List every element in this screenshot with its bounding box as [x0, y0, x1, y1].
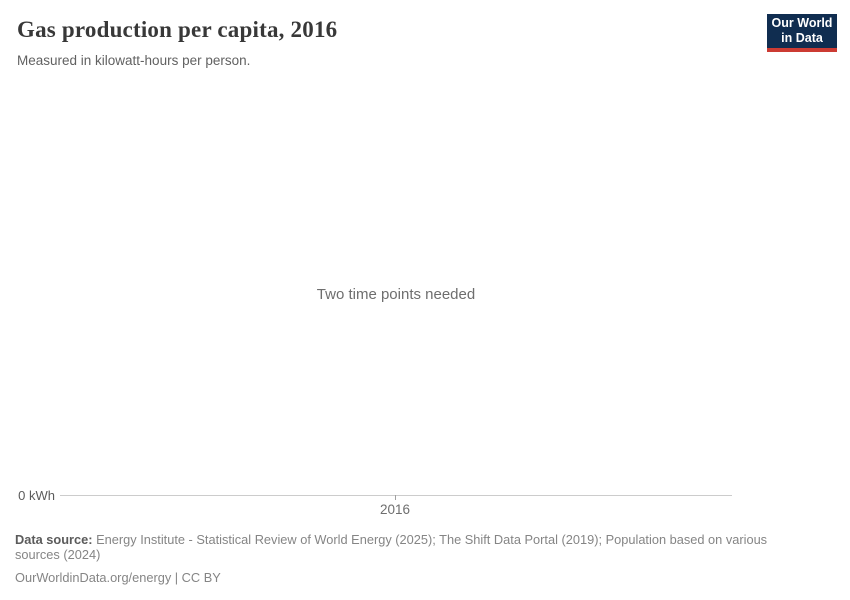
chart-title: Gas production per capita, 2016: [17, 17, 338, 42]
empty-state-message: Two time points needed: [316, 286, 476, 303]
owid-logo-line2: in Data: [781, 31, 823, 45]
x-axis-tickmark: [395, 495, 396, 500]
y-axis-tick-label: 0 kWh: [18, 488, 55, 503]
owid-url-license-link[interactable]: OurWorldinData.org/energy | CC BY: [15, 570, 221, 585]
chart-subtitle: Measured in kilowatt-hours per person.: [17, 53, 251, 68]
data-source-line: Data source: Energy Institute - Statisti…: [15, 532, 767, 562]
owid-logo-line1: Our World: [771, 16, 833, 30]
x-axis-tick-label: 2016: [379, 502, 411, 517]
owid-logo[interactable]: Our World in Data: [767, 14, 837, 52]
data-source-text: Energy Institute - Statistical Review of…: [15, 532, 768, 562]
data-source-label: Data source:: [15, 532, 93, 547]
x-axis-line: [60, 495, 732, 496]
chart-footer: Data source: Energy Institute - Statisti…: [15, 532, 812, 586]
